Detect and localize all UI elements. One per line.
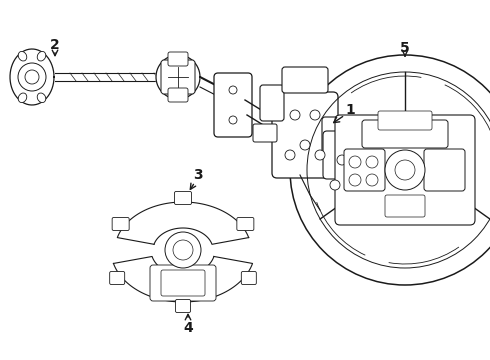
FancyBboxPatch shape	[272, 92, 338, 178]
FancyBboxPatch shape	[260, 85, 284, 121]
FancyBboxPatch shape	[344, 149, 385, 191]
FancyBboxPatch shape	[174, 192, 192, 204]
Polygon shape	[55, 73, 155, 81]
Text: 3: 3	[193, 168, 203, 182]
FancyBboxPatch shape	[175, 300, 191, 312]
FancyBboxPatch shape	[241, 271, 256, 284]
Circle shape	[349, 174, 361, 186]
FancyBboxPatch shape	[168, 88, 188, 102]
FancyBboxPatch shape	[110, 271, 124, 284]
FancyBboxPatch shape	[282, 67, 328, 93]
FancyBboxPatch shape	[150, 265, 216, 301]
Polygon shape	[245, 100, 312, 155]
FancyBboxPatch shape	[424, 149, 465, 191]
Ellipse shape	[18, 93, 27, 103]
Circle shape	[366, 174, 378, 186]
FancyBboxPatch shape	[161, 60, 195, 94]
Circle shape	[300, 140, 310, 150]
FancyBboxPatch shape	[322, 117, 353, 158]
Polygon shape	[156, 55, 200, 99]
Circle shape	[173, 240, 193, 260]
FancyBboxPatch shape	[112, 217, 129, 230]
Polygon shape	[117, 202, 249, 244]
Polygon shape	[10, 49, 54, 105]
Circle shape	[349, 156, 361, 168]
Circle shape	[290, 110, 300, 120]
FancyBboxPatch shape	[237, 217, 254, 230]
FancyBboxPatch shape	[378, 111, 432, 130]
Circle shape	[310, 110, 320, 120]
FancyBboxPatch shape	[168, 52, 188, 66]
Circle shape	[18, 63, 46, 91]
Ellipse shape	[37, 93, 46, 103]
FancyBboxPatch shape	[385, 195, 425, 217]
Polygon shape	[114, 256, 252, 302]
Text: 5: 5	[400, 41, 410, 55]
Ellipse shape	[37, 51, 46, 61]
Ellipse shape	[18, 51, 27, 61]
Circle shape	[315, 150, 325, 160]
Circle shape	[330, 180, 340, 190]
FancyBboxPatch shape	[253, 124, 277, 142]
Text: 1: 1	[345, 103, 355, 117]
Circle shape	[229, 116, 237, 124]
FancyBboxPatch shape	[323, 131, 361, 179]
Circle shape	[290, 55, 490, 285]
FancyBboxPatch shape	[362, 120, 448, 148]
Circle shape	[229, 86, 237, 94]
Circle shape	[366, 156, 378, 168]
Text: 4: 4	[183, 321, 193, 335]
FancyBboxPatch shape	[335, 115, 475, 225]
FancyBboxPatch shape	[214, 73, 252, 137]
Circle shape	[395, 160, 415, 180]
Text: 2: 2	[50, 38, 60, 52]
FancyBboxPatch shape	[161, 270, 205, 296]
Circle shape	[337, 155, 347, 165]
Circle shape	[165, 232, 201, 268]
Circle shape	[25, 70, 39, 84]
Circle shape	[385, 150, 425, 190]
Circle shape	[285, 150, 295, 160]
